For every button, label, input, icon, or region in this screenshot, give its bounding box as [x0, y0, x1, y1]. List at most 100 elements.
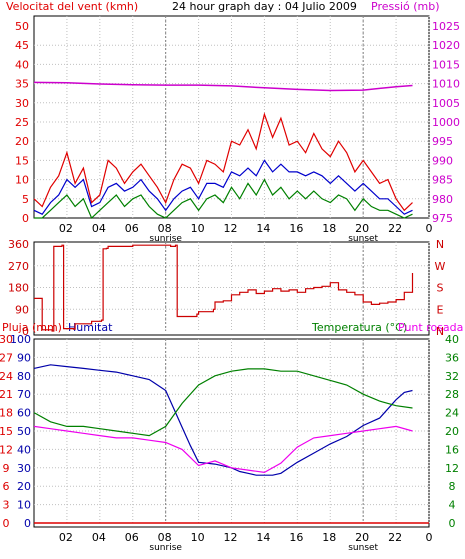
rain-y-tick: 9 — [3, 462, 10, 475]
humidity-y-tick: 50 — [17, 425, 31, 438]
humidity-y-tick: 0 — [24, 517, 31, 530]
temperature-y-tick: 20 — [445, 425, 459, 438]
rain-y-tick: 24 — [0, 370, 13, 383]
direction-y-tick: 360 — [8, 238, 29, 251]
wind-sunrise-label: sunrise — [149, 234, 182, 244]
rain-y-tick: 21 — [0, 388, 13, 401]
humidity-y-tick: 70 — [17, 388, 31, 401]
rain-y-tick: 30 — [0, 333, 13, 346]
wind-hour-tick: 0 — [426, 222, 433, 235]
pressure-y-tick: 990 — [432, 154, 453, 167]
wind-hour-tick: 02 — [59, 222, 73, 235]
compass-tick: N — [436, 325, 444, 338]
wind-hour-tick: 08 — [158, 222, 172, 235]
climate-hour-tick: 20 — [355, 531, 369, 544]
rain-y-tick: 27 — [0, 351, 13, 364]
temperature-y-tick: 16 — [445, 443, 459, 456]
humidity-y-tick: 30 — [17, 462, 31, 475]
rain-y-tick: 12 — [0, 443, 13, 456]
temperature-y-tick: 36 — [445, 351, 459, 364]
humidity-y-tick: 80 — [17, 370, 31, 383]
graph-title: 24 hour graph day : 04 Julio 2009 — [172, 0, 357, 13]
rain-y-tick: 18 — [0, 407, 13, 420]
humidity-y-tick: 100 — [10, 333, 31, 346]
pressure-y-tick: 995 — [432, 135, 453, 148]
climate-hour-tick: 16 — [289, 531, 303, 544]
climate-hour-tick: 04 — [92, 531, 106, 544]
wind-hour-tick: 20 — [355, 222, 369, 235]
climate-hour-tick: 06 — [125, 531, 139, 544]
compass-tick: E — [437, 303, 444, 316]
wind-y-tick: 0 — [22, 212, 29, 225]
compass-tick: W — [435, 260, 446, 273]
rain-y-tick: 3 — [3, 499, 10, 512]
rain-y-tick: 6 — [3, 480, 10, 493]
pressure-y-tick: 1005 — [432, 97, 460, 110]
compass-tick: N — [436, 238, 444, 251]
climate-hour-tick: 14 — [256, 531, 270, 544]
pressure-y-tick: 975 — [432, 212, 453, 225]
wind-hour-tick: 18 — [322, 222, 336, 235]
direction-y-tick: 180 — [8, 282, 29, 295]
wind-hour-tick: 22 — [388, 222, 402, 235]
wind-y-tick: 25 — [15, 116, 29, 129]
climate-sunrise-label: sunrise — [149, 543, 182, 553]
wind-average-series — [33, 159, 413, 215]
wind-hour-tick: 04 — [92, 222, 106, 235]
climate-hour-tick: 22 — [388, 531, 402, 544]
wind-y-tick: 50 — [15, 20, 29, 33]
climate-hour-tick: 10 — [191, 531, 205, 544]
humidity-series — [33, 364, 413, 476]
temperature-y-tick: 8 — [449, 480, 456, 493]
wind-y-tick: 30 — [15, 97, 29, 110]
dewpoint-series — [33, 425, 413, 474]
humidity-y-tick: 90 — [17, 351, 31, 364]
rain-label: Pluja (mm) — [2, 321, 62, 334]
temperature-label: Temperatura (°C) — [311, 321, 407, 334]
wind-sunset-label: sunset — [348, 234, 378, 244]
wind-y-tick: 40 — [15, 58, 29, 71]
pressure-y-tick: 1025 — [432, 20, 460, 33]
pressure-y-tick: 985 — [432, 174, 453, 187]
humidity-y-tick: 10 — [17, 499, 31, 512]
direction-y-tick: 270 — [8, 260, 29, 273]
temperature-y-tick: 0 — [449, 517, 456, 530]
temperature-y-tick: 40 — [445, 333, 459, 346]
temperature-y-tick: 28 — [445, 388, 459, 401]
climate-hour-tick: 02 — [59, 531, 73, 544]
humidity-y-tick: 20 — [17, 480, 31, 493]
climate-hour-tick: 18 — [322, 531, 336, 544]
pressure-y-tick: 1010 — [432, 78, 460, 91]
pressure-y-tick: 1015 — [432, 58, 460, 71]
temperature-y-tick: 12 — [445, 462, 459, 475]
rain-y-tick: 15 — [0, 425, 13, 438]
wind-direction-series — [34, 244, 414, 332]
humidity-y-tick: 60 — [17, 407, 31, 420]
rain-y-tick: 0 — [3, 517, 10, 530]
wind-hour-tick: 10 — [191, 222, 205, 235]
wind-y-tick: 45 — [15, 39, 29, 52]
humidity-y-tick: 40 — [17, 443, 31, 456]
wind-y-tick: 15 — [15, 154, 29, 167]
pressure-y-tick: 980 — [432, 193, 453, 206]
wind-hour-tick: 16 — [289, 222, 303, 235]
pressure-series — [33, 81, 413, 92]
wind-minimum-series — [34, 178, 413, 220]
wind-speed-label: Velocitat del vent (kmh) — [6, 0, 138, 13]
climate-hour-tick: 0 — [426, 531, 433, 544]
wind-hour-tick: 12 — [224, 222, 238, 235]
wind-gust-series — [33, 112, 413, 212]
climate-hour-tick: 12 — [224, 531, 238, 544]
pressure-y-tick: 1020 — [432, 39, 460, 52]
temperature-series — [33, 368, 413, 437]
pressure-label: Pressió (mb) — [371, 0, 440, 13]
temperature-y-tick: 32 — [445, 370, 459, 383]
dewpoint-label: Punt rosada — [398, 321, 463, 334]
direction-y-tick: 90 — [15, 303, 29, 316]
wind-hour-tick: 14 — [256, 222, 270, 235]
wind-y-tick: 20 — [15, 135, 29, 148]
temperature-y-tick: 24 — [445, 407, 459, 420]
wind-y-tick: 5 — [22, 193, 29, 206]
direction-y-tick: 0 — [22, 325, 29, 338]
